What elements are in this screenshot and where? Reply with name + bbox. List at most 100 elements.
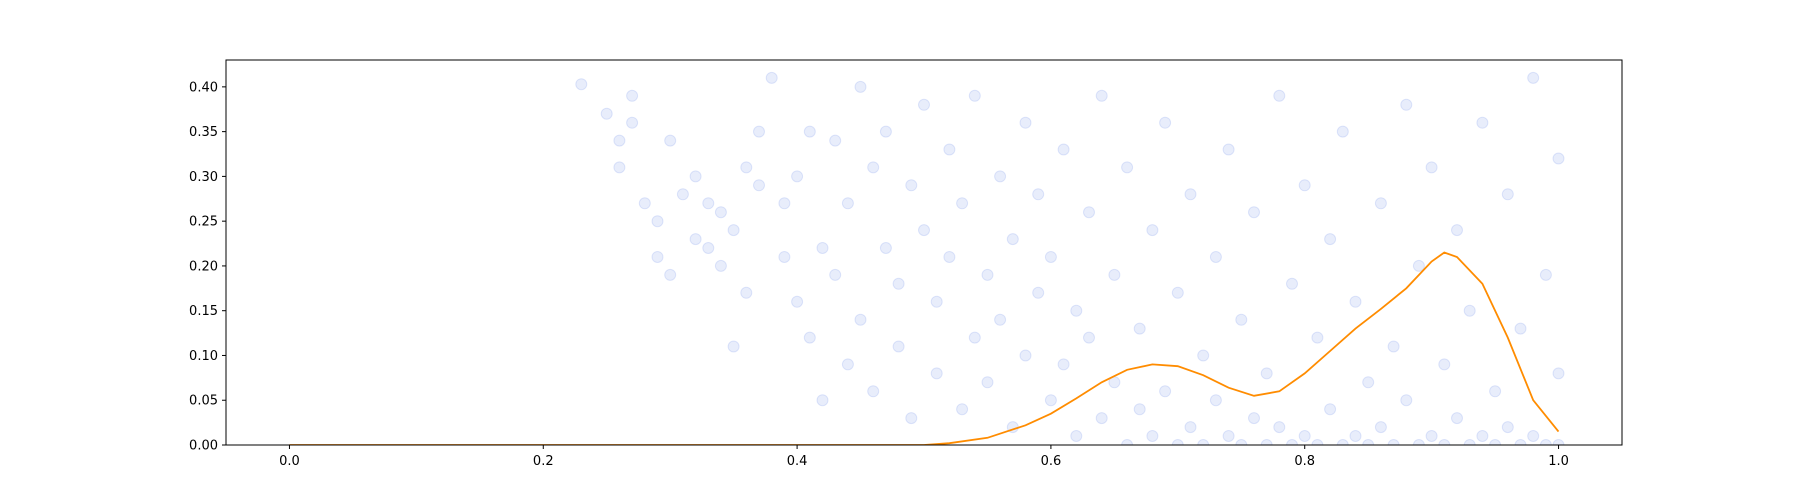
x-tick-label: 0.0 — [279, 454, 300, 469]
scatter-point — [1235, 313, 1248, 326]
scatter-point — [1273, 421, 1286, 434]
scatter-point — [956, 197, 969, 210]
y-tick-label: 0.30 — [189, 170, 218, 185]
scatter-point — [841, 358, 854, 371]
scatter-point — [1095, 412, 1108, 425]
scatter-point — [1489, 439, 1502, 445]
scatter-point — [626, 89, 639, 102]
scatter-point — [1362, 439, 1375, 445]
scatter-point — [1209, 251, 1222, 263]
scatter-point — [791, 170, 804, 183]
scatter-point — [981, 376, 994, 389]
scatter-point — [829, 268, 842, 281]
scatter-point — [1476, 430, 1489, 442]
scatter-point — [803, 331, 816, 344]
scatter-point — [1260, 439, 1273, 445]
scatter-point — [1044, 251, 1057, 263]
scatter-point — [1463, 304, 1476, 317]
scatter-point — [930, 367, 943, 380]
line-layer — [289, 251, 1560, 445]
scatter-point — [1133, 322, 1146, 335]
scatter-layer — [575, 71, 1565, 445]
scatter-point — [1121, 161, 1134, 174]
y-tick-label: 0.35 — [189, 125, 218, 140]
x-tick-label: 0.2 — [533, 454, 554, 469]
scatter-point — [1095, 89, 1108, 102]
scatter-point — [1235, 439, 1248, 445]
x-tick-label: 0.8 — [1294, 454, 1315, 469]
scatter-point — [968, 89, 981, 102]
scatter-point — [1184, 188, 1197, 201]
scatter-point — [689, 170, 702, 183]
scatter-point — [753, 125, 765, 138]
scatter-point — [1070, 430, 1083, 442]
y-tick-label: 0.40 — [189, 80, 218, 95]
scatter-point — [1552, 152, 1565, 165]
scatter-point — [664, 134, 677, 147]
scatter-point — [1286, 277, 1298, 290]
scatter-point — [1146, 430, 1159, 442]
scatter-point — [778, 251, 791, 263]
scatter-point — [1057, 358, 1070, 371]
scatter-point — [1336, 439, 1349, 445]
scatter-point — [879, 125, 892, 138]
scatter-point — [1197, 349, 1210, 362]
scatter-point — [1083, 331, 1095, 344]
scatter-point — [1438, 439, 1451, 445]
scatter-point — [1298, 430, 1311, 442]
scatter-point — [1171, 286, 1184, 299]
scatter-point — [1539, 439, 1552, 445]
y-axis: 0.00 0.05 0.10 0.15 0.20 0.25 0.30 0.35 0.40 — [189, 80, 226, 454]
scatter-point — [1362, 376, 1375, 389]
scatter-point — [702, 242, 715, 254]
scatter-point — [981, 268, 994, 281]
scatter-point — [879, 242, 892, 254]
scatter-point — [892, 277, 905, 290]
scatter-point — [841, 197, 854, 210]
scatter-point — [1006, 233, 1019, 246]
scatter-point — [714, 259, 727, 272]
scatter-point — [1463, 439, 1476, 445]
y-tick-label: 0.15 — [189, 304, 218, 319]
scatter-point — [1248, 206, 1260, 219]
scatter-point — [803, 125, 816, 138]
scatter-point — [994, 313, 1007, 326]
scatter-point — [791, 295, 804, 308]
scatter-point — [1476, 116, 1489, 129]
y-tick-label: 0.05 — [189, 394, 218, 409]
scatter-point — [1070, 304, 1083, 317]
scatter-point — [930, 295, 943, 308]
scatter-point — [1451, 412, 1463, 425]
scatter-point — [727, 340, 740, 353]
scatter-point — [918, 224, 930, 237]
scatter-point — [1184, 421, 1197, 434]
scatter-point — [651, 251, 664, 263]
x-tick-label: 1.0 — [1548, 454, 1569, 469]
scatter-point — [956, 403, 969, 416]
scatter-point — [651, 215, 664, 228]
scatter-point — [600, 107, 613, 120]
scatter-point — [676, 188, 689, 201]
scatter-point — [816, 242, 829, 254]
scatter-point — [994, 170, 1007, 183]
y-tick-label: 0.20 — [189, 259, 218, 274]
scatter-point — [1159, 385, 1172, 398]
scatter-point — [1374, 197, 1387, 210]
scatter-point — [1057, 143, 1070, 156]
plot-frame — [225, 59, 1623, 446]
x-tick-label: 0.4 — [787, 454, 808, 469]
scatter-point — [1552, 367, 1565, 380]
scatter-point — [765, 71, 778, 84]
scatter-point — [943, 251, 956, 263]
y-tick-label: 0.10 — [189, 349, 218, 364]
scatter-point — [1311, 439, 1324, 445]
scatter-point — [626, 116, 639, 129]
scatter-point — [1514, 439, 1527, 445]
scatter-point — [1527, 71, 1540, 84]
scatter-point — [1324, 403, 1337, 416]
scatter-point — [854, 80, 867, 93]
scatter-point — [1083, 206, 1095, 219]
scatter-point — [1400, 98, 1413, 111]
scatter-point — [1324, 233, 1337, 246]
